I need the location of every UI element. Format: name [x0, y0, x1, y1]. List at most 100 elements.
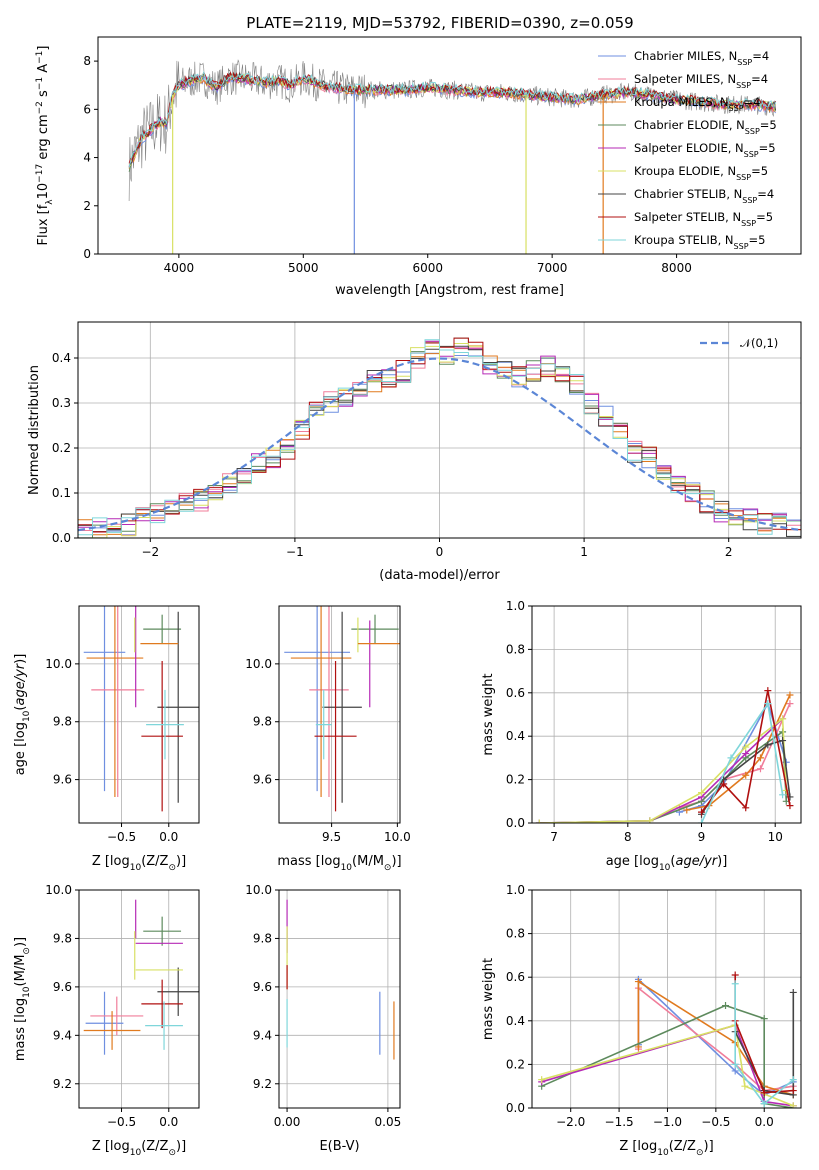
x-axis-label: Z [log10(Z/Z⊙)] — [92, 854, 186, 873]
mass-weight-marker — [720, 780, 728, 788]
x-tick-label: −0.5 — [107, 1115, 136, 1129]
x-tick-label: 9.5 — [322, 830, 341, 844]
x-tick-label: 6000 — [412, 261, 443, 275]
legend-entry: Kroupa ELODIE, NSSP=5 — [634, 164, 768, 182]
plot-area — [128, 59, 777, 254]
y-tick-label: 0.2 — [506, 773, 525, 787]
mass-weight-marker — [731, 971, 739, 979]
mass-weight-marker — [731, 980, 739, 988]
x-tick-label: −1.0 — [653, 1115, 682, 1129]
x-tick-label: 10.0 — [384, 830, 411, 844]
spectrum-panel: 4000 5000 6000 7000 8000 0 2 4 6 8 Chabrier MILES,… — [35, 36, 802, 298]
y-tick-label: 9.2 — [53, 1077, 72, 1091]
mass-weight-marker — [741, 1082, 749, 1090]
mass-weight-marker — [756, 765, 764, 773]
x-axis-label: (data-model)/error — [379, 568, 500, 583]
y-tick-label: 9.8 — [253, 931, 272, 945]
y-tick-label: 0.6 — [506, 970, 525, 984]
age-vs-mass-panel: 9.5 10.0 9.6 9.8 10.0 mass [log10(M/M⊙)] — [245, 605, 411, 873]
x-tick-label: 0.0 — [159, 1115, 178, 1129]
mass-weight-marker — [731, 1060, 739, 1068]
x-tick-label: 4000 — [164, 261, 195, 275]
mass-weight-line — [539, 717, 788, 823]
x-tick-label: −2 — [141, 545, 159, 559]
y-tick-label: 0.8 — [506, 927, 525, 941]
mass-weight-marker — [698, 808, 706, 816]
x-tick-label: 2 — [725, 545, 733, 559]
x-tick-label: −1.5 — [605, 1115, 634, 1129]
mass-weight-marker — [789, 1087, 797, 1095]
legend-entry: Salpeter MILES, NSSP=4 — [634, 72, 768, 90]
mass-weight-marker — [789, 988, 797, 996]
axes-frame — [531, 889, 802, 1109]
y-tick-label: 0.8 — [506, 642, 525, 656]
mass-weight-marker — [789, 1102, 797, 1108]
axes-frame — [278, 889, 401, 1109]
x-tick-label: −1 — [286, 545, 304, 559]
y-tick-label: 0.1 — [52, 486, 71, 500]
y-tick-label: 2 — [83, 199, 91, 213]
y-axis-label: mass weight — [481, 673, 496, 755]
x-tick-label: −0.5 — [107, 830, 136, 844]
x-tick-label: −0.5 — [701, 1115, 730, 1129]
weight-vs-metallicity-panel: −2.0 −1.5 −1.0 −0.5 0.0 0.0 0.2 0.4 0.6 0.8 1.0 Z [… — [481, 883, 802, 1158]
axes-frame — [531, 605, 802, 824]
y-tick-label: 9.6 — [253, 773, 272, 787]
plot-area — [284, 606, 400, 812]
mass-weight-line — [700, 701, 784, 823]
mass-weight-marker — [698, 789, 706, 797]
mass-weight-marker — [764, 741, 772, 749]
plot-area — [538, 971, 797, 1108]
legend-entry: 𝒩(0,1) — [740, 336, 778, 350]
x-tick-label: 0.0 — [755, 1115, 774, 1129]
y-tick-label: 0.4 — [506, 1014, 525, 1028]
residual-histogram-step — [78, 343, 801, 538]
mass-weight-marker — [764, 700, 772, 708]
y-tick-label: 9.6 — [253, 980, 272, 994]
y-tick-label: 0.0 — [506, 1101, 525, 1115]
mass-weight-marker — [786, 691, 794, 699]
y-tick-label: 4 — [83, 151, 91, 165]
x-tick-label: 8 — [624, 830, 632, 844]
mass-weight-marker — [786, 700, 794, 708]
figure-title: PLATE=2119, MJD=53792, FIBERID=0390, z=0… — [246, 14, 633, 32]
mass-weight-marker — [789, 1076, 797, 1084]
y-tick-label: 0.3 — [52, 396, 71, 410]
y-tick-label: 9.2 — [253, 1077, 272, 1091]
mass-weight-marker — [779, 791, 787, 799]
x-tick-label: 10 — [768, 830, 783, 844]
x-tick-label: 7000 — [537, 261, 568, 275]
mass-weight-line — [541, 1024, 794, 1107]
mass-weight-marker — [756, 754, 764, 762]
mass-weight-line — [734, 992, 795, 1096]
mass-weight-marker — [742, 771, 750, 779]
mass-weight-marker — [742, 743, 750, 751]
y-tick-label: 9.4 — [53, 1028, 72, 1042]
mass-weight-marker — [634, 978, 642, 986]
y-tick-label: 8 — [83, 54, 91, 68]
x-tick-label: 0.00 — [274, 1115, 301, 1129]
mass-weight-line — [539, 730, 788, 823]
x-tick-label: 8000 — [661, 261, 692, 275]
mass-weight-marker — [779, 737, 787, 745]
legend-entry: Chabrier ELODIE, NSSP=5 — [634, 118, 777, 136]
legend-entry: Chabrier STELIB, NSSP=4 — [634, 187, 774, 205]
residual-histogram-step — [78, 339, 801, 538]
x-tick-label: 7 — [550, 830, 558, 844]
axes-frame — [278, 605, 401, 824]
y-tick-label: 9.8 — [53, 715, 72, 729]
y-axis-label: age [log10(age/yr)] — [13, 654, 32, 776]
mass-weight-marker — [760, 1100, 768, 1108]
plot-area — [83, 606, 199, 812]
x-axis-label: wavelength [Angstrom, rest frame] — [335, 283, 564, 298]
mass-weight-marker — [722, 1002, 730, 1010]
y-tick-label: 9.6 — [53, 980, 72, 994]
axes-frame — [77, 321, 802, 539]
x-tick-label: 5000 — [288, 261, 319, 275]
mass-weight-marker — [764, 687, 772, 695]
axes-frame — [97, 36, 802, 255]
mass-weight-marker — [760, 1089, 768, 1097]
mass-weight-line — [734, 983, 794, 1105]
y-axis-label: Flux [fλ10−17 erg cm−2 s−1 A−1] — [35, 46, 55, 246]
y-tick-label: 0.0 — [52, 531, 71, 545]
